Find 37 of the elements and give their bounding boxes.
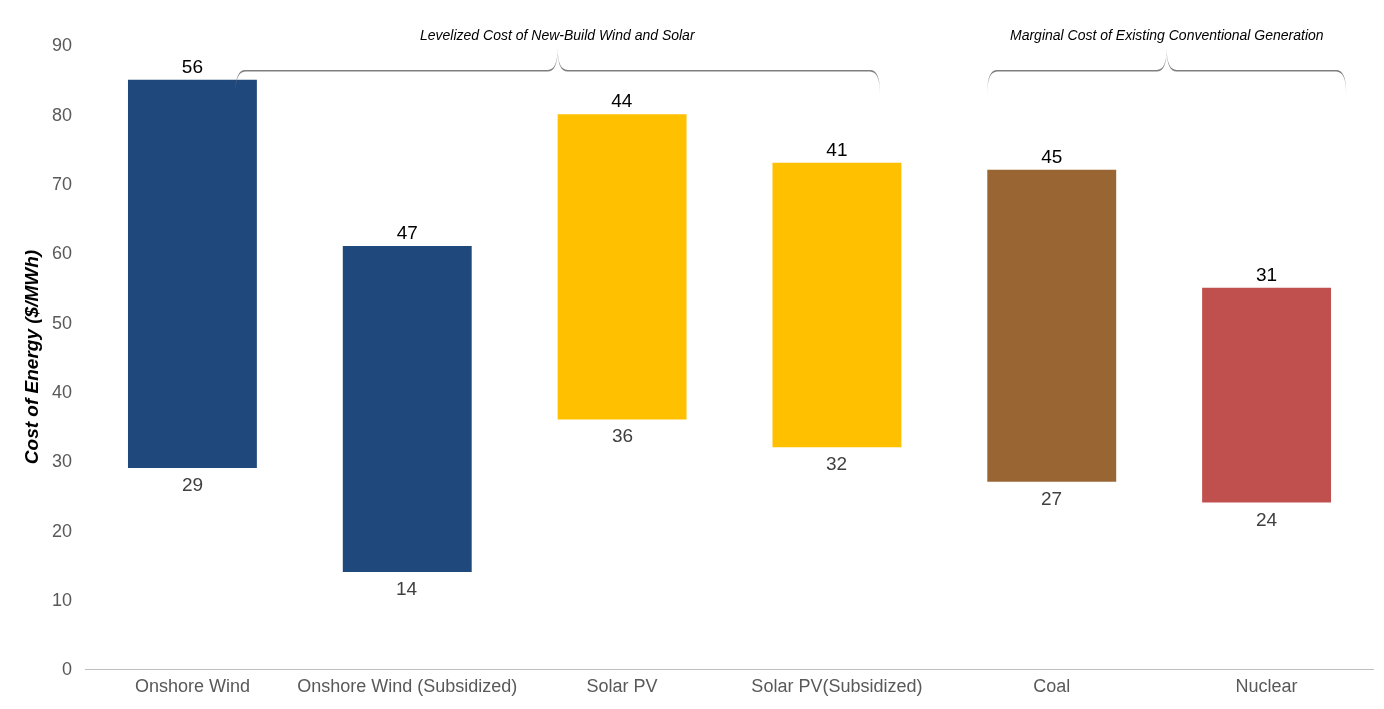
text: Levelized Cost of New-Build Wind and Solar: [420, 27, 696, 43]
data-label: 41: [826, 138, 848, 160]
bar: [342, 246, 472, 572]
annotation: 36: [612, 425, 634, 446]
data-label: 47: [396, 222, 418, 244]
data-label: 44: [611, 90, 633, 112]
annotation: 24: [1256, 509, 1278, 530]
data-label: 45: [1041, 145, 1063, 167]
bar: [127, 79, 257, 468]
data-label: 31: [1256, 263, 1278, 285]
y-tick-label: 60: [51, 243, 72, 264]
y-tick-label: 80: [51, 104, 72, 125]
y-tick-label: 90: [51, 35, 72, 56]
y-tick-label: 50: [51, 312, 72, 333]
x-tick-label: Solar PV(Subsidized): [751, 675, 923, 696]
y-tick-label: 20: [51, 520, 72, 541]
y-axis-title: Cost of Energy ($/MWh): [20, 249, 42, 465]
y-tick-label: 30: [51, 451, 72, 472]
annotation: 32: [826, 453, 848, 474]
annotation: 27: [1041, 488, 1063, 509]
bar: [1202, 287, 1332, 503]
x-tick-label: Solar PV: [586, 675, 658, 696]
data-label: 56: [181, 55, 203, 77]
x-tick-label: Onshore Wind (Subsidized): [297, 675, 518, 696]
y-tick-label: 0: [61, 659, 72, 680]
x-tick-label: Coal: [1033, 675, 1071, 696]
y-tick-label: 40: [51, 381, 72, 402]
annotation: 14: [396, 578, 418, 599]
annotation: 29: [182, 474, 204, 495]
y-tick-label: 10: [51, 589, 72, 610]
y-tick-label: 70: [51, 173, 72, 194]
bar: [772, 162, 902, 448]
x-tick-label: Nuclear: [1235, 675, 1298, 696]
bar: [987, 169, 1117, 482]
bar: [557, 114, 687, 420]
text: Marginal Cost of Existing Conventional Generation: [1010, 27, 1324, 43]
x-tick-label: Onshore Wind: [134, 675, 250, 696]
